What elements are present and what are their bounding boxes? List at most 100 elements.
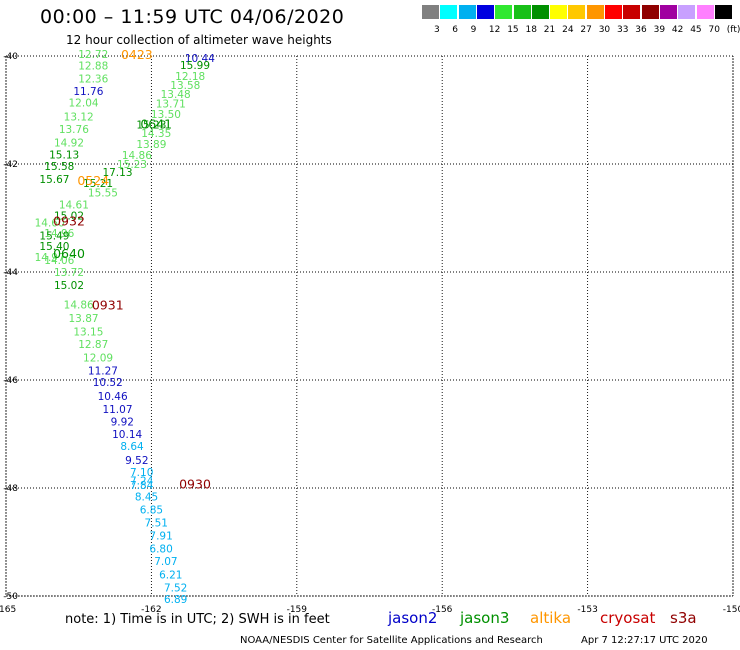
lat-tick-label: -48	[3, 484, 18, 494]
legend-swatch	[550, 5, 568, 19]
legend-label: 21	[543, 25, 556, 35]
wave-height-label: 6.21	[159, 569, 182, 581]
wave-height-label: 7.52	[164, 582, 187, 594]
wave-height-label: 7.91	[149, 531, 172, 543]
legend-label: 70	[708, 25, 720, 35]
wave-height-label: 15.02	[54, 280, 84, 292]
lon-tick-label: -165	[0, 605, 16, 615]
satellite-name: jason2	[388, 609, 438, 627]
wave-height-label: 7.10	[130, 467, 153, 479]
wave-height-label: 14.35	[141, 128, 171, 140]
wave-height-label: 15.23	[136, 120, 166, 132]
wave-height-label: 12.18	[175, 71, 205, 83]
wave-height-label: 12.36	[78, 74, 108, 86]
wave-height-label: 15.99	[180, 60, 210, 72]
wave-height-label: 15.23	[117, 159, 147, 171]
wave-height-label: 17.13	[102, 167, 132, 179]
legend-swatch	[495, 5, 513, 19]
wave-height-label: 13.71	[156, 99, 186, 111]
legend-swatch	[568, 5, 586, 19]
legend-swatch	[623, 5, 641, 19]
legend-swatch	[714, 5, 732, 19]
wave-height-label: 7.84	[130, 480, 154, 492]
map-subtitle: 12 hour collection of altimeter wave hei…	[66, 33, 332, 47]
pass-time-label: 0640	[53, 246, 85, 261]
wave-height-label: 10.46	[98, 391, 128, 403]
legend-label: 27	[580, 25, 592, 35]
wave-height-label: 13.58	[170, 80, 200, 92]
legend-label: 3	[434, 25, 440, 35]
wave-height-label: 15.49	[39, 230, 69, 242]
legend-swatch	[531, 5, 549, 19]
legend-label: 24	[562, 25, 574, 35]
wave-height-label: 10.44	[185, 53, 215, 65]
wave-height-label: 13.48	[161, 89, 191, 101]
legend-label: 18	[525, 25, 537, 35]
pass-time-label: 0931	[92, 297, 124, 312]
wave-height-label: 15.21	[83, 178, 113, 190]
legend-label: 12	[488, 25, 501, 35]
wave-height-label: 15.40	[39, 241, 69, 253]
legend-swatch	[586, 5, 604, 19]
legend-swatch	[659, 5, 677, 19]
wave-height-label: 7.51	[145, 518, 168, 530]
wave-height-label: 8.45	[135, 492, 158, 504]
wave-height-label: 13.15	[73, 326, 103, 338]
wave-height-label: 13.76	[59, 124, 89, 136]
lon-tick-label: -156	[432, 605, 453, 615]
wave-height-label: 11.27	[88, 365, 118, 377]
wave-height-label: 12.09	[83, 352, 113, 364]
legend-swatch	[605, 5, 622, 19]
map-grid	[5, 55, 734, 597]
wave-height-label: 6.89	[164, 594, 187, 606]
legend-swatch	[641, 5, 659, 19]
wave-height-label: 14.86	[64, 299, 94, 311]
wave-height-label: 6.80	[149, 543, 172, 555]
wave-height-label: 14.97	[35, 252, 65, 264]
wave-height-label: 6.85	[140, 505, 163, 517]
wave-height-label: 12.04	[69, 97, 99, 109]
wave-height-label: 14.86	[122, 150, 152, 162]
wave-height-label: 15.55	[88, 188, 118, 200]
pass-time-label: 0641	[140, 117, 172, 132]
map-frame	[5, 55, 734, 597]
wave-height-label: 13.72	[54, 267, 84, 279]
wave-height-label: 10.14	[112, 429, 142, 441]
legend-label: 39	[653, 25, 666, 35]
axis-tick-labels: -165 -162 -159 -156 -153 -150 -40 -42 -44 -46 -48 -…	[0, 52, 740, 615]
wave-height-label: 11.76	[73, 86, 103, 98]
legend-label: 15	[507, 25, 519, 35]
satellite-name: altika	[530, 609, 572, 627]
wave-height-label: 14.61	[59, 200, 89, 212]
legend-label: 33	[617, 25, 629, 35]
legend-label: 6	[452, 25, 459, 35]
wave-height-label: 13.12	[64, 111, 94, 123]
legend-swatch	[458, 5, 476, 19]
wave-height-label: 15.67	[39, 174, 69, 186]
wave-height-label: 7.24	[130, 475, 154, 487]
wave-height-label: 15.58	[44, 161, 74, 173]
pass-time-label: 0524	[77, 173, 109, 188]
pass-time-label: 0930	[179, 477, 211, 492]
credit-line: NOAA/NESDIS Center for Satellite Applica…	[240, 635, 543, 646]
pass-time-labels: 0423 0641 0524 0932 0640 0931 0930	[53, 47, 211, 492]
legend-swatch	[696, 5, 714, 19]
wave-height-label: 9.92	[111, 417, 134, 429]
wave-height-label: 14.60	[35, 217, 65, 229]
pass-time-label: 0932	[53, 214, 85, 229]
lat-tick-label: -40	[3, 52, 18, 62]
satellite-name: jason3	[460, 609, 510, 627]
lon-tick-label: -153	[577, 605, 597, 615]
wave-height-label: 13.50	[151, 109, 181, 121]
legend-label: 36	[635, 25, 647, 35]
legend-label: 9	[470, 25, 477, 35]
map-title: 00:00 – 11:59 UTC 04/06/2020	[40, 6, 345, 28]
legend-label: 42	[671, 25, 684, 35]
legend-label: 45	[690, 25, 702, 35]
satellite-name: cryosat	[600, 609, 656, 627]
generation-timestamp: Apr 7 12:27:17 UTC 2020	[581, 635, 708, 646]
legend-swatch	[422, 5, 439, 19]
legend-label: (ft)	[726, 25, 740, 35]
